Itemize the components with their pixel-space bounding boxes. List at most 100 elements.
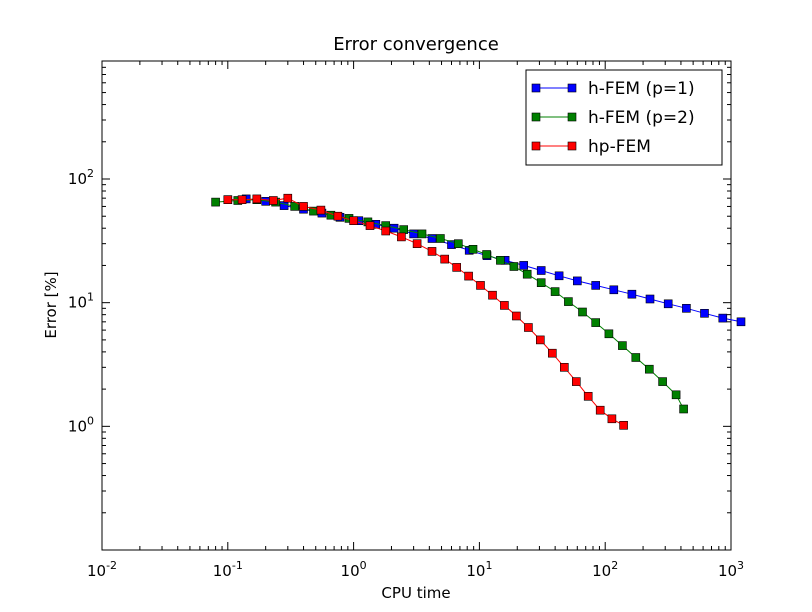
data-point <box>349 216 358 225</box>
data-point <box>536 266 546 275</box>
data-point <box>604 329 614 339</box>
legend-marker <box>531 141 541 151</box>
data-point <box>237 195 247 204</box>
y-tick-label-base: 10 <box>68 417 87 435</box>
data-point <box>559 362 569 372</box>
y-tick-label-base: 10 <box>68 294 87 312</box>
chart-title: Error convergence <box>333 34 499 55</box>
data-point <box>268 196 278 205</box>
data-point <box>482 250 491 259</box>
data-point <box>397 232 406 242</box>
data-point <box>412 239 422 248</box>
data-point <box>252 194 262 204</box>
data-point <box>536 278 546 288</box>
data-point <box>476 281 485 290</box>
legend-marker <box>567 83 577 93</box>
data-point <box>607 414 617 424</box>
data-point <box>609 285 619 295</box>
x-tick-label-base: 10 <box>213 562 232 580</box>
data-point <box>618 341 627 350</box>
x-tick-label-exponent: 2 <box>611 559 618 572</box>
y-axis-label: Error [%] <box>42 271 60 338</box>
data-point <box>436 234 445 243</box>
x-tick-label: 10-1 <box>213 559 243 580</box>
data-point <box>417 229 427 239</box>
data-point <box>509 262 519 271</box>
data-point <box>453 239 463 248</box>
data-point <box>223 195 233 204</box>
x-tick-label-base: 10 <box>592 562 611 580</box>
data-point <box>440 254 450 264</box>
data-point <box>496 255 505 265</box>
x-tick-label: 10-2 <box>87 559 117 580</box>
x-tick-label-exponent: -1 <box>232 559 243 572</box>
data-point <box>564 297 573 306</box>
data-point <box>381 226 391 236</box>
data-point <box>316 205 326 215</box>
y-tick-label-exponent: 2 <box>87 167 94 180</box>
data-point <box>578 307 587 317</box>
data-point <box>591 318 601 327</box>
data-point <box>468 245 478 254</box>
data-point <box>627 289 637 299</box>
x-tick-label-base: 10 <box>466 562 485 580</box>
x-tick-label-exponent: 1 <box>485 559 492 572</box>
data-point <box>550 287 560 296</box>
legend-marker <box>567 141 577 151</box>
data-point <box>427 247 437 256</box>
x-tick-label-exponent: -2 <box>106 559 117 572</box>
data-point <box>571 377 581 386</box>
data-point <box>427 234 437 243</box>
x-tick-label: 103 <box>718 559 744 580</box>
series-2 <box>223 193 628 430</box>
y-tick-label-exponent: 1 <box>87 291 94 304</box>
data-point <box>365 221 375 230</box>
legend: h-FEM (p=1) h-FEM (p=2) hp-FEM <box>525 69 723 166</box>
data-point <box>211 197 220 207</box>
x-tick-label-exponent: 3 <box>737 559 744 572</box>
legend-entry: hp-FEM <box>531 137 651 157</box>
data-point <box>671 390 681 400</box>
legend-label: hp-FEM <box>588 137 651 157</box>
legend-entry: h-FEM (p=2) <box>531 108 695 128</box>
x-axis-label: CPU time <box>381 584 450 602</box>
data-point <box>299 202 308 211</box>
data-point <box>283 193 293 203</box>
data-point <box>547 348 557 358</box>
data-point <box>718 313 728 323</box>
data-point <box>512 311 521 321</box>
data-point <box>488 290 497 300</box>
data-point <box>452 263 462 272</box>
legend-marker <box>531 83 541 93</box>
data-point <box>700 308 709 318</box>
y-tick-label: 100 <box>68 414 94 435</box>
data-point <box>554 271 564 281</box>
legend-marker <box>531 112 541 122</box>
legend-label: h-FEM (p=2) <box>588 108 695 128</box>
data-point <box>619 420 628 430</box>
data-point <box>682 303 691 313</box>
x-tick-label: 101 <box>466 559 492 580</box>
x-tick-label: 100 <box>341 559 367 580</box>
data-point <box>631 353 641 362</box>
data-point <box>663 299 673 309</box>
x-tick-label-base: 10 <box>87 562 106 580</box>
y-tick-label: 101 <box>68 291 94 312</box>
data-point <box>645 294 655 304</box>
data-point <box>535 335 545 345</box>
y-tick-label-exponent: 0 <box>87 414 94 427</box>
x-tick-label-base: 10 <box>341 562 360 580</box>
y-tick-label-base: 10 <box>68 170 87 188</box>
data-point <box>279 201 289 210</box>
legend-entry: h-FEM (p=1) <box>531 79 695 99</box>
data-point <box>519 261 529 270</box>
data-point <box>290 202 300 211</box>
x-tick-label-exponent: 0 <box>360 559 367 572</box>
data-point <box>583 391 593 401</box>
data-point <box>333 211 343 221</box>
data-point <box>524 323 533 332</box>
series-layer <box>211 193 746 430</box>
legend-label: h-FEM (p=1) <box>588 79 695 99</box>
